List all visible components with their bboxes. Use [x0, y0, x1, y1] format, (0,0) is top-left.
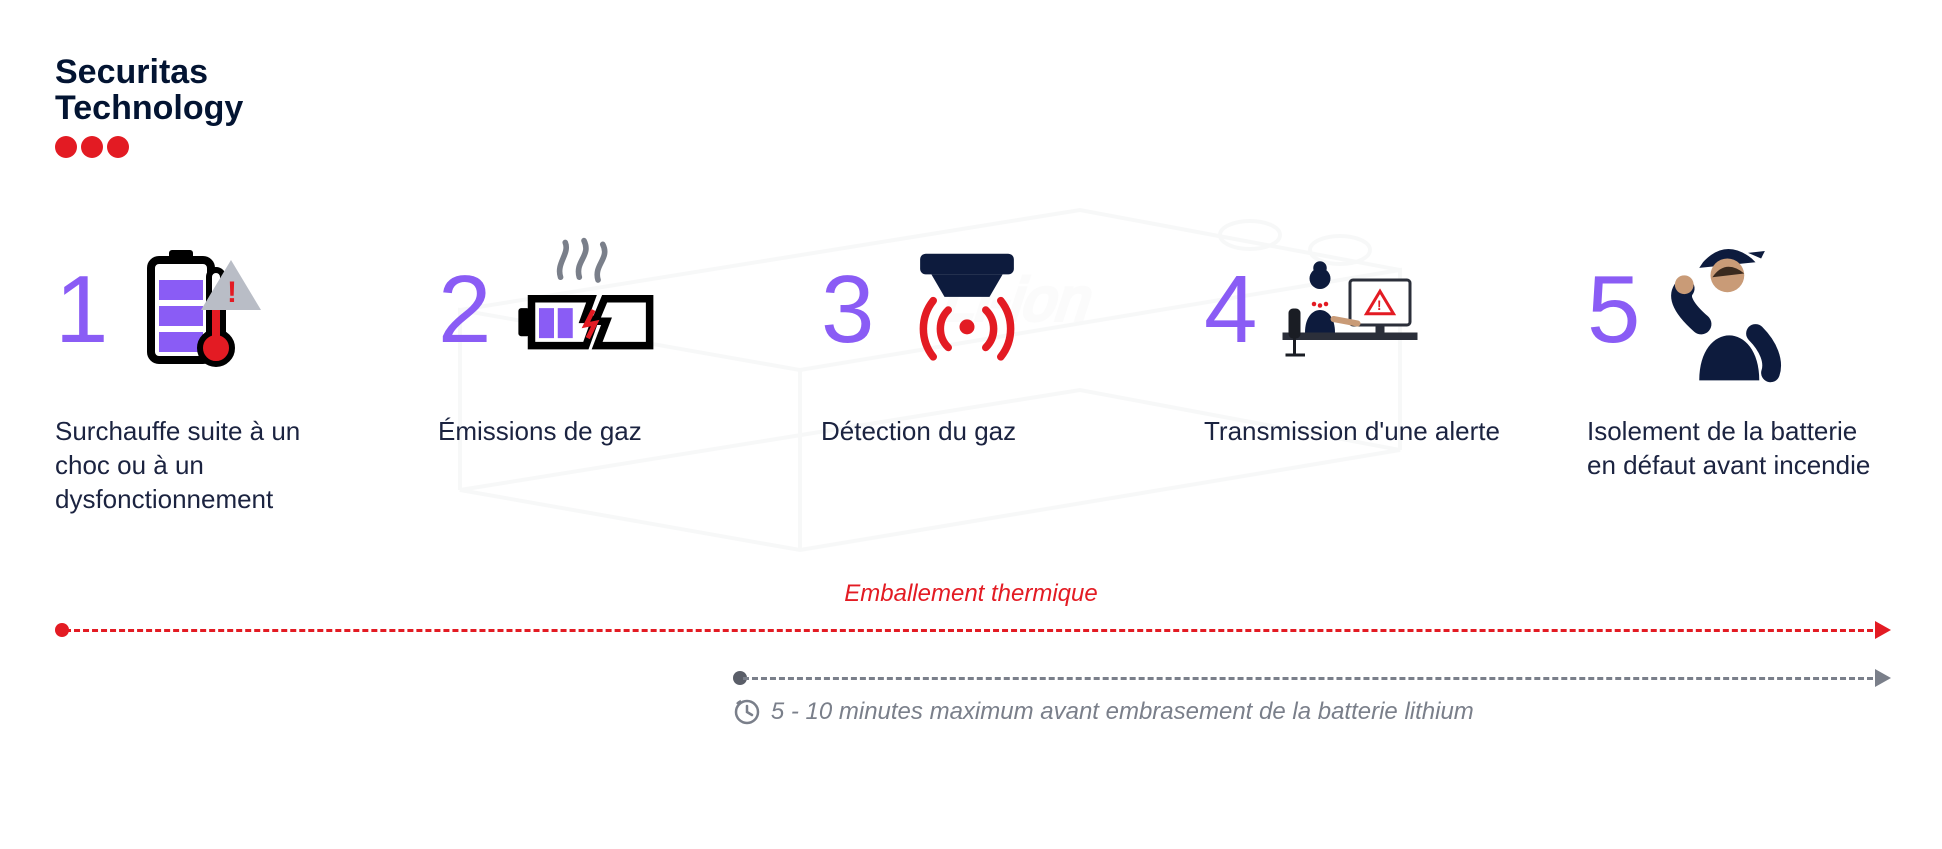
battery-overheat-icon: ! — [126, 235, 276, 385]
clock-icon — [733, 698, 761, 726]
operator-alert-icon: ! — [1275, 235, 1425, 385]
step-label: Transmission d'une alerte — [1204, 415, 1504, 449]
brand-dots — [55, 136, 243, 158]
step-1: 1 ! Surchauffe su — [55, 225, 355, 516]
timeline-bottom-label: 5 - 10 minutes maximum avant embrasement… — [771, 698, 1474, 726]
timeline: Emballement thermique 5 - 10 minutes max… — [55, 580, 1887, 726]
step-label: Isolement de la batterie en défaut avant… — [1587, 415, 1887, 483]
svg-text:!: ! — [227, 276, 237, 309]
step-number: 2 — [438, 262, 491, 358]
timeline-bottom-dash — [743, 677, 1873, 680]
timeline-bottom-caption-row: 5 - 10 minutes maximum avant embrasement… — [733, 698, 1887, 726]
timeline-top-label: Emballement thermique — [55, 580, 1887, 608]
step-4: 4 ! — [1204, 225, 1504, 516]
battery-broken-smoke-icon — [509, 235, 659, 385]
step-5: 5 Isolement de l — [1587, 225, 1887, 516]
step-label: Surchauffe suite à un choc ou à un dysfo… — [55, 415, 355, 516]
timeline-bottom-arrow — [1875, 669, 1891, 687]
step-label: Émissions de gaz — [438, 415, 738, 449]
brand-line1: Securitas — [55, 55, 243, 91]
smoke-detector-icon — [892, 235, 1042, 385]
step-3: 3 Détection du gaz — [821, 225, 1121, 516]
brand-logo: Securitas Technology — [55, 55, 243, 158]
timeline-top-arrow — [1875, 621, 1891, 639]
step-number: 3 — [821, 262, 874, 358]
step-number: 5 — [1587, 262, 1640, 358]
timeline-top-line — [55, 620, 1887, 640]
steps-row: 1 ! Surchauffe su — [55, 225, 1887, 516]
svg-text:!: ! — [1377, 298, 1382, 313]
timeline-top-dash — [65, 629, 1873, 632]
timeline-bottom-line — [55, 668, 1887, 688]
step-label: Détection du gaz — [821, 415, 1121, 449]
step-2: 2 Émissions d — [438, 225, 738, 516]
brand-line2: Technology — [55, 91, 243, 127]
worker-action-icon — [1658, 235, 1808, 385]
step-number: 4 — [1204, 262, 1257, 358]
step-number: 1 — [55, 262, 108, 358]
